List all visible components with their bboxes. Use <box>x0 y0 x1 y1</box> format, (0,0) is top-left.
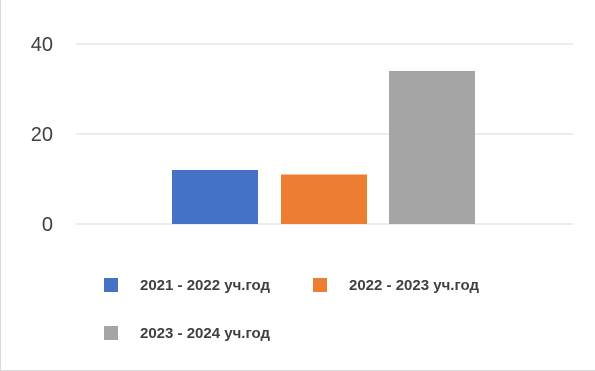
legend-label-2: 2022 - 2023 уч.год <box>349 277 479 294</box>
legend-swatch-3 <box>104 326 118 340</box>
legend-swatch-2 <box>313 278 327 292</box>
legend-swatch-1 <box>104 278 118 292</box>
legend-label-3: 2023 - 2024 уч.год <box>140 325 270 342</box>
bars <box>172 71 475 224</box>
y-axis-tick-labels: 0 20 40 <box>31 34 53 236</box>
y-tick-label: 0 <box>42 214 53 236</box>
bar-series-1 <box>172 170 258 224</box>
y-tick-label: 20 <box>31 124 53 146</box>
legend: 2021 - 2022 уч.год 2022 - 2023 уч.год 2023… <box>104 277 479 342</box>
bar-series-3 <box>389 71 475 224</box>
y-tick-label: 40 <box>31 34 53 56</box>
legend-label-1: 2021 - 2022 уч.год <box>140 277 270 294</box>
bar-series-2 <box>281 174 367 224</box>
